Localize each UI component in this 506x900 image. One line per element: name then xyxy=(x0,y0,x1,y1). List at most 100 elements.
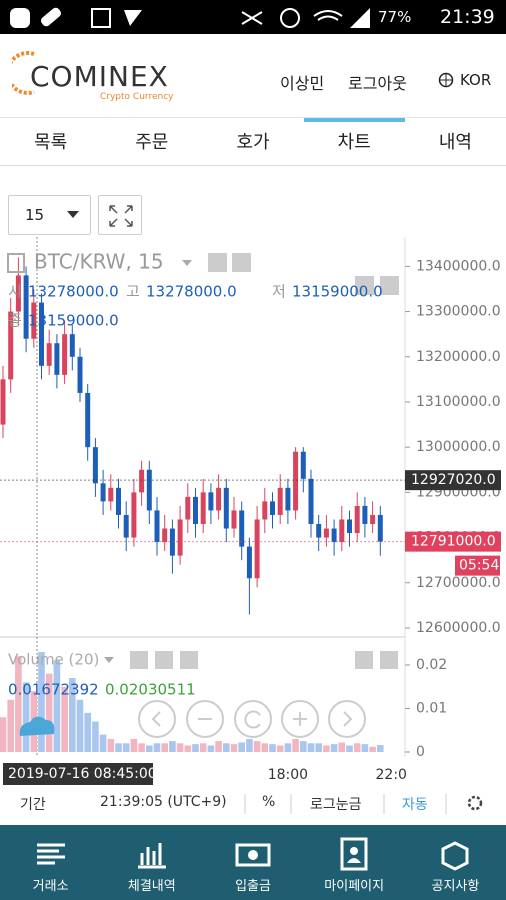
nav-label: 공지사항 xyxy=(431,879,480,894)
zoom-button xyxy=(281,700,319,738)
candle-body xyxy=(15,275,21,312)
tab[interactable]: 목록 xyxy=(0,118,101,165)
volume-bar xyxy=(53,660,61,752)
candle-body xyxy=(77,356,83,393)
candle-body xyxy=(200,492,206,525)
y-tick-label: 13100000.0 xyxy=(416,394,501,410)
status-bar: 77% 21:39 xyxy=(0,0,506,34)
axis-cover xyxy=(406,762,506,788)
countdown: 05:54 xyxy=(459,558,499,574)
candle-body xyxy=(316,524,322,538)
nav-label: 체결내역 xyxy=(127,879,176,894)
nav-label: 거래소 xyxy=(32,879,69,894)
volume-bar xyxy=(22,682,30,752)
status-icons xyxy=(10,7,142,28)
candle-body xyxy=(31,302,37,339)
candle-body xyxy=(323,528,329,538)
log-toggle[interactable]: 로그눈금 xyxy=(310,797,362,813)
candle-body xyxy=(331,528,337,543)
nav-item[interactable]: 거래소 xyxy=(0,825,101,900)
legend-button xyxy=(380,651,398,669)
nav-item[interactable]: 마이페이지 xyxy=(304,825,405,900)
clock: 21:39 xyxy=(440,6,495,28)
legend-value: 13159000.0 xyxy=(28,312,119,330)
volume-bar xyxy=(307,743,315,752)
app-header: COMINEX Crypto Currency 이상민 로그아웃 KOR xyxy=(0,34,506,118)
tab[interactable]: 차트 xyxy=(303,118,406,165)
volume-bar xyxy=(38,651,45,752)
y-tick-label: 0.01 xyxy=(416,700,447,716)
volume-bar xyxy=(377,745,384,752)
tab-label: 차트 xyxy=(337,132,371,153)
candle-body xyxy=(308,478,314,525)
candle-body xyxy=(62,334,68,375)
volume-bar xyxy=(45,673,53,752)
candle-body xyxy=(23,275,29,339)
candle-body xyxy=(116,487,121,515)
nav-item[interactable]: 체결내역 xyxy=(101,825,202,900)
language[interactable]: KOR xyxy=(460,71,492,89)
price-tag-label: 12791000.0 xyxy=(411,534,496,550)
volume-arrow xyxy=(104,657,114,663)
volume-bar xyxy=(76,699,84,752)
volume-bar xyxy=(330,744,338,752)
candle-body xyxy=(69,334,75,357)
tab-label: 주문 xyxy=(135,132,169,153)
zoom-button xyxy=(234,700,272,738)
volume-bar xyxy=(122,743,130,752)
tab[interactable]: 주문 xyxy=(101,118,202,165)
zoom-glyphs xyxy=(151,711,353,727)
candle-body xyxy=(39,302,44,366)
fullscreen-button[interactable] xyxy=(98,195,142,235)
y-tick-label: 12600000.0 xyxy=(416,620,501,636)
legend-button xyxy=(208,253,227,272)
legend-button xyxy=(355,276,374,295)
user-name[interactable]: 이상민 xyxy=(280,74,325,93)
candle-body xyxy=(8,311,14,380)
candle-body xyxy=(162,528,168,543)
candle-body xyxy=(262,501,268,520)
tab[interactable]: 호가 xyxy=(202,118,303,165)
globe-icon xyxy=(438,72,454,88)
logo-mark xyxy=(12,51,35,95)
candle-body xyxy=(100,483,106,502)
candle-body xyxy=(300,451,306,479)
volume-title: Volume (20) xyxy=(8,651,99,669)
volume-bar xyxy=(300,741,307,752)
volume-bar xyxy=(153,743,161,752)
auto-toggle[interactable]: 자동 xyxy=(402,797,428,813)
volume-bar xyxy=(315,743,322,752)
candle-body xyxy=(254,519,260,579)
candle-body xyxy=(85,392,91,448)
volume-bar xyxy=(238,742,245,752)
cloud-icon xyxy=(19,716,55,736)
zoom-button xyxy=(328,700,366,738)
interval-select[interactable]: 15 xyxy=(8,195,91,235)
candle-body xyxy=(139,469,145,493)
chart-title: BTC/KRW, 15 xyxy=(34,250,164,274)
legend-button xyxy=(380,276,399,295)
volume-bar xyxy=(361,744,369,752)
logout[interactable]: 로그아웃 xyxy=(348,74,407,93)
volume-bar xyxy=(223,743,230,752)
candle-body xyxy=(231,510,237,529)
volume-bar xyxy=(207,745,215,752)
nav-item[interactable]: 공지사항 xyxy=(405,825,506,900)
tab[interactable]: 내역 xyxy=(405,118,506,165)
candle-body xyxy=(285,487,291,511)
legend-key: 종 xyxy=(8,312,22,330)
candle-body xyxy=(131,492,137,538)
percent-toggle[interactable]: % xyxy=(262,794,276,810)
y-tick-label: 12700000.0 xyxy=(416,575,501,591)
price-tag-label: 12927020.0 xyxy=(411,472,496,488)
volume-bar xyxy=(338,742,346,752)
nav-item[interactable]: 입출금 xyxy=(202,825,303,900)
y-tick-label: 13300000.0 xyxy=(416,304,501,320)
footer-dividers xyxy=(244,794,483,814)
volume-bar xyxy=(146,745,153,752)
period[interactable]: 기간 xyxy=(20,797,46,813)
nav-label: 입출금 xyxy=(235,879,271,894)
candle-body xyxy=(46,343,52,366)
zoom-button xyxy=(186,700,224,738)
